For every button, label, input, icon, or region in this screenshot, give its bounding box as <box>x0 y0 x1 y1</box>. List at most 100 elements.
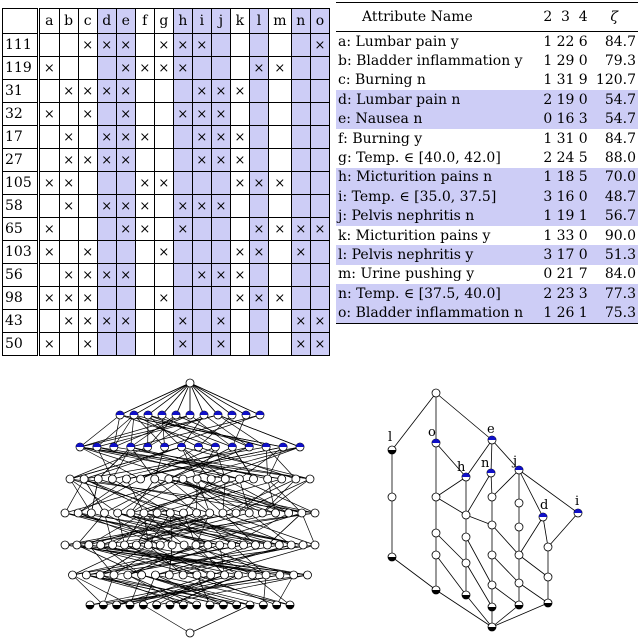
lattice-node <box>152 600 162 610</box>
context-cell <box>309 148 331 172</box>
context-cell: × <box>134 217 155 241</box>
context-col-f: f <box>134 8 155 34</box>
lattice-node <box>514 550 524 560</box>
lattice-node <box>249 474 258 484</box>
count-4: 7 <box>578 266 588 283</box>
lattice-node <box>109 570 119 580</box>
context-cell <box>134 240 155 264</box>
context-cell: × <box>96 309 117 333</box>
context-cell <box>267 125 292 149</box>
context-cell <box>248 309 269 333</box>
context-cell <box>229 102 250 126</box>
attribute-row: j: Pelvis nephritis n 1 19 1 56.7 <box>336 206 638 226</box>
context-object-label: 43 <box>2 309 39 333</box>
lattice-node-label: e <box>487 422 495 437</box>
context-cell <box>172 125 193 149</box>
context-cell <box>172 263 193 287</box>
context-cell <box>191 332 212 356</box>
context-cell <box>115 332 136 356</box>
count-2: 1 <box>543 33 553 50</box>
count-2: 2 <box>540 90 555 110</box>
attribute-row: d: Lumbar pain n 2 19 0 54.7 <box>336 90 638 110</box>
small-concept-lattice: l o e h n j d i <box>387 388 583 632</box>
context-cell <box>134 309 155 333</box>
lattice-node <box>160 442 170 452</box>
context-cell <box>172 148 193 172</box>
context-cell <box>248 194 269 218</box>
lattice-node <box>487 580 497 590</box>
count-4: 6 <box>578 33 588 50</box>
lattice-node-label: n <box>481 456 490 471</box>
zeta-value: 48.7 <box>590 187 638 207</box>
context-cell: × <box>309 33 331 57</box>
lattice-node <box>155 540 165 550</box>
context-cell <box>267 102 292 126</box>
lattice-node <box>486 468 496 478</box>
context-row: 65 × × × × × × × × <box>2 217 331 241</box>
zeta-value: 84.7 <box>604 130 636 147</box>
lattice-node <box>132 540 141 550</box>
context-cell: × <box>77 79 98 103</box>
count-2: 0 <box>540 109 555 129</box>
context-cell: × <box>229 79 250 103</box>
context-cell <box>309 102 331 126</box>
context-cell <box>37 148 60 172</box>
context-cell <box>134 263 155 287</box>
count-3: 17 <box>554 245 577 265</box>
context-col-j: j <box>210 8 231 34</box>
context-cell <box>267 33 292 57</box>
context-cell <box>77 217 98 241</box>
count-3-header: 3 <box>554 2 577 32</box>
context-cell: × <box>58 125 79 149</box>
lattice-node <box>255 410 265 420</box>
context-cell <box>153 125 174 149</box>
lattice-node <box>303 570 312 580</box>
context-cell: × <box>77 148 98 172</box>
count-4: 0 <box>578 53 588 70</box>
count-4: 0 <box>578 227 588 244</box>
lattice-node <box>543 542 553 552</box>
count-4: 5 <box>578 150 588 167</box>
attribute-row: c: Burning n 1 31 9 120.7 <box>336 71 638 90</box>
context-cell: × <box>172 56 193 80</box>
context-cell: × <box>115 79 136 103</box>
context-object-label: 119 <box>2 56 39 80</box>
zeta-value: 51.3 <box>590 245 638 265</box>
lattice-node <box>65 474 75 484</box>
lattice-node <box>60 508 70 518</box>
lattice-node <box>487 492 497 502</box>
lattice-node <box>139 508 149 518</box>
lattice-node <box>93 474 103 484</box>
context-cell <box>248 125 269 149</box>
attribute-name: d: Lumbar pain n <box>336 90 541 110</box>
lattice-node <box>244 442 254 452</box>
zeta-value: 88.0 <box>604 150 636 167</box>
lattice-node <box>178 570 188 580</box>
context-cell <box>153 194 174 218</box>
context-cell <box>309 286 331 310</box>
lattice-node <box>286 540 296 550</box>
context-cell: × <box>248 56 269 80</box>
count-3: 16 <box>554 109 577 129</box>
context-row: 56 × × × × × × × <box>2 263 331 287</box>
lattice-node <box>298 540 308 550</box>
lattice-node <box>164 474 174 484</box>
lattice-node <box>241 410 251 420</box>
zeta-header: ζ <box>590 2 638 32</box>
attribute-header-row: Attribute Name 2 3 4 ζ <box>336 2 638 32</box>
attribute-name: g: Temp. ∈ [40.0, 42.0] <box>338 150 501 167</box>
lattice-node <box>126 508 136 518</box>
count-3: 16 <box>554 187 577 207</box>
count-3: 18 <box>554 167 577 188</box>
lattice-node <box>100 508 109 518</box>
count-2: 1 <box>540 167 555 188</box>
context-object-label: 105 <box>2 171 39 195</box>
context-cell: × <box>153 33 174 57</box>
count-3: 19 <box>554 206 577 226</box>
context-cell: × <box>172 332 193 356</box>
context-cell <box>309 240 331 264</box>
attribute-row: i: Temp. ∈ [35.0, 37.5] 3 16 0 48.7 <box>336 187 638 207</box>
lattice-node <box>431 585 441 595</box>
count-2: 1 <box>543 227 553 244</box>
context-col-h: h <box>172 8 193 34</box>
